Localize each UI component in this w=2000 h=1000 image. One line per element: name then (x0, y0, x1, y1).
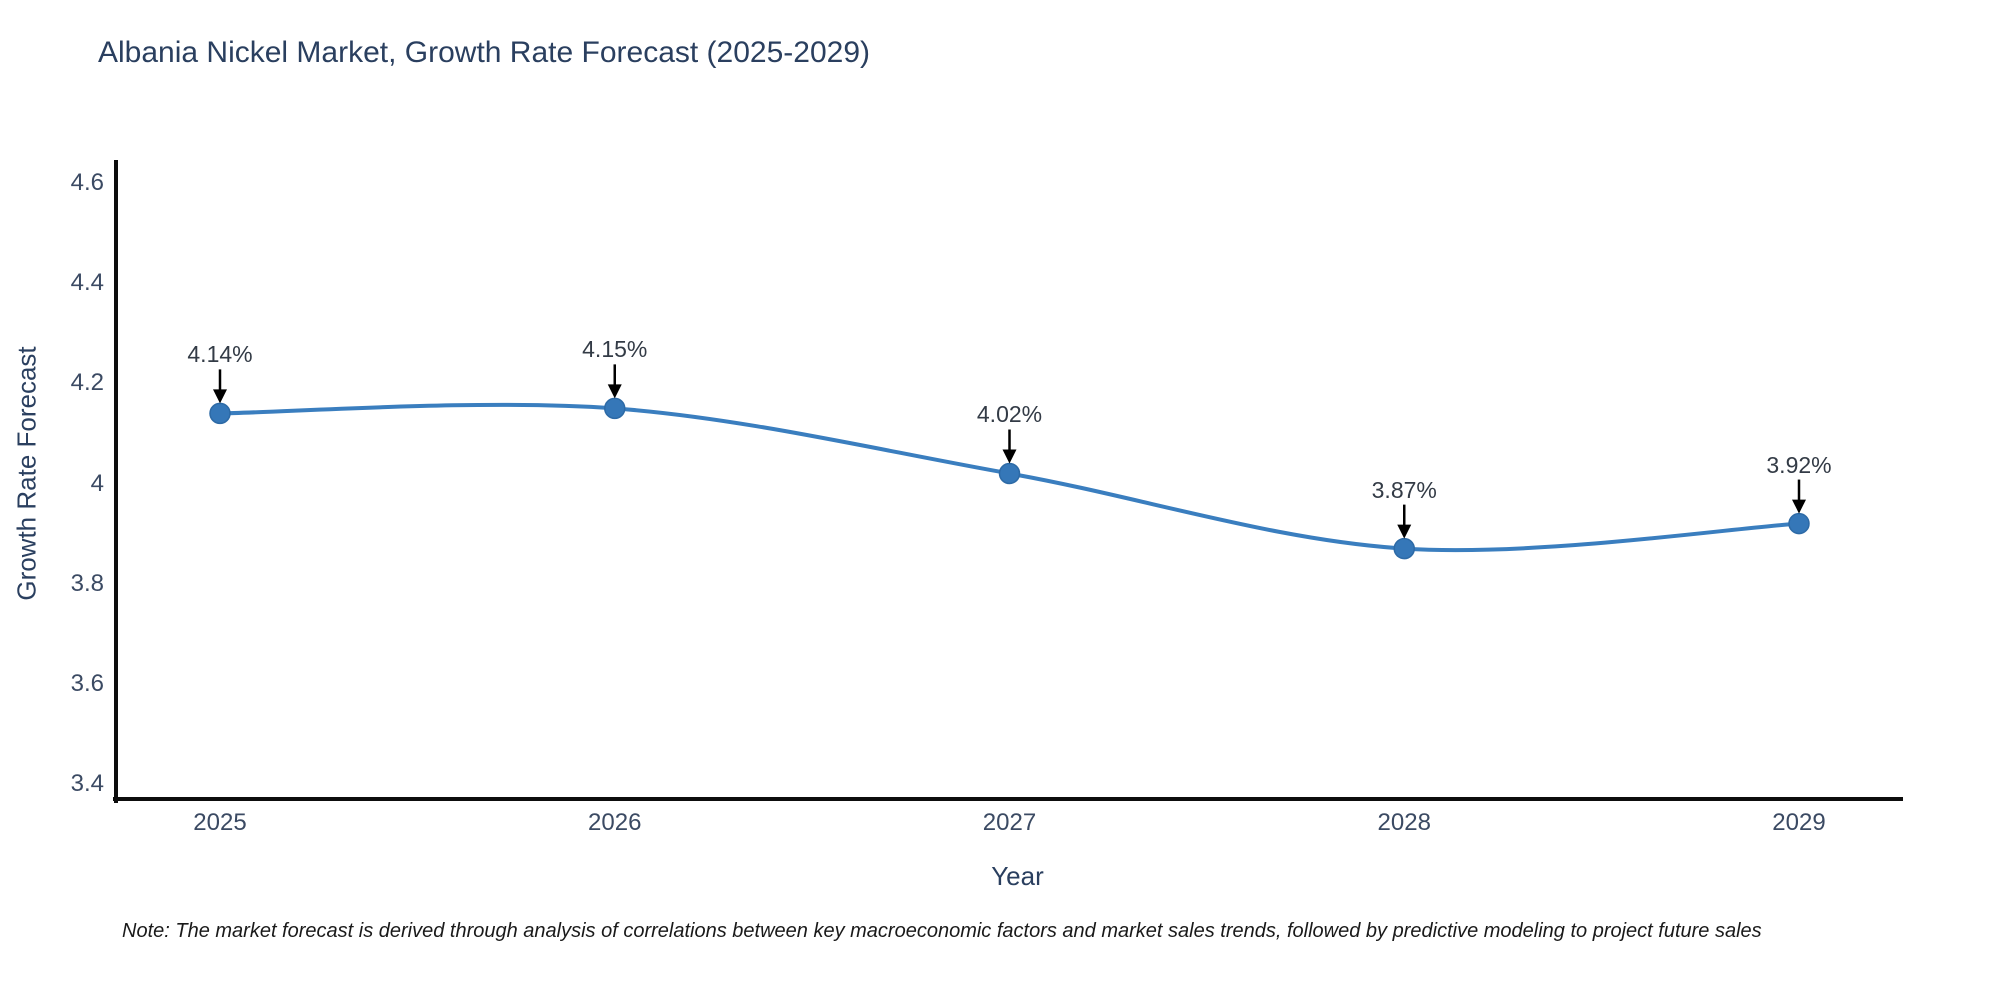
annotation-arrowhead (1792, 499, 1806, 514)
y-tick-label: 3.8 (70, 569, 104, 597)
annotation-arrowhead (213, 389, 227, 404)
x-tick-label: 2028 (1377, 809, 1431, 836)
data-point-marker (604, 397, 626, 420)
x-tick-label: 2025 (193, 809, 247, 836)
data-point-marker (1393, 537, 1415, 560)
x-tick-label: 2026 (588, 809, 642, 836)
y-tick-label: 3.6 (70, 669, 104, 697)
point-value-label: 4.14% (187, 341, 253, 368)
annotation-arrowhead (1002, 449, 1017, 464)
x-tick-label: 2029 (1772, 809, 1826, 836)
data-point-marker (209, 402, 231, 425)
x-axis-title: Year (991, 861, 1044, 891)
point-value-label: 4.02% (976, 401, 1043, 428)
annotation-arrowhead (607, 384, 622, 399)
annotation-arrowhead (1397, 524, 1412, 539)
data-point-marker (998, 462, 1021, 485)
y-tick-label: 4.2 (70, 369, 104, 397)
chart-title: Albania Nickel Market, Growth Rate Forec… (98, 36, 871, 69)
y-tick-label: 4.4 (70, 269, 104, 297)
point-value-label: 3.92% (1766, 451, 1832, 478)
point-value-label: 3.87% (1371, 476, 1437, 503)
data-point-marker (1788, 512, 1810, 535)
footnote-text: Note: The market forecast is derived thr… (122, 920, 1762, 942)
point-value-label: 4.15% (582, 336, 648, 363)
y-tick-label: 4 (90, 469, 104, 497)
y-tick-label: 4.6 (70, 169, 104, 196)
x-tick-label: 2027 (982, 809, 1037, 836)
y-tick-label: 3.4 (70, 770, 104, 797)
